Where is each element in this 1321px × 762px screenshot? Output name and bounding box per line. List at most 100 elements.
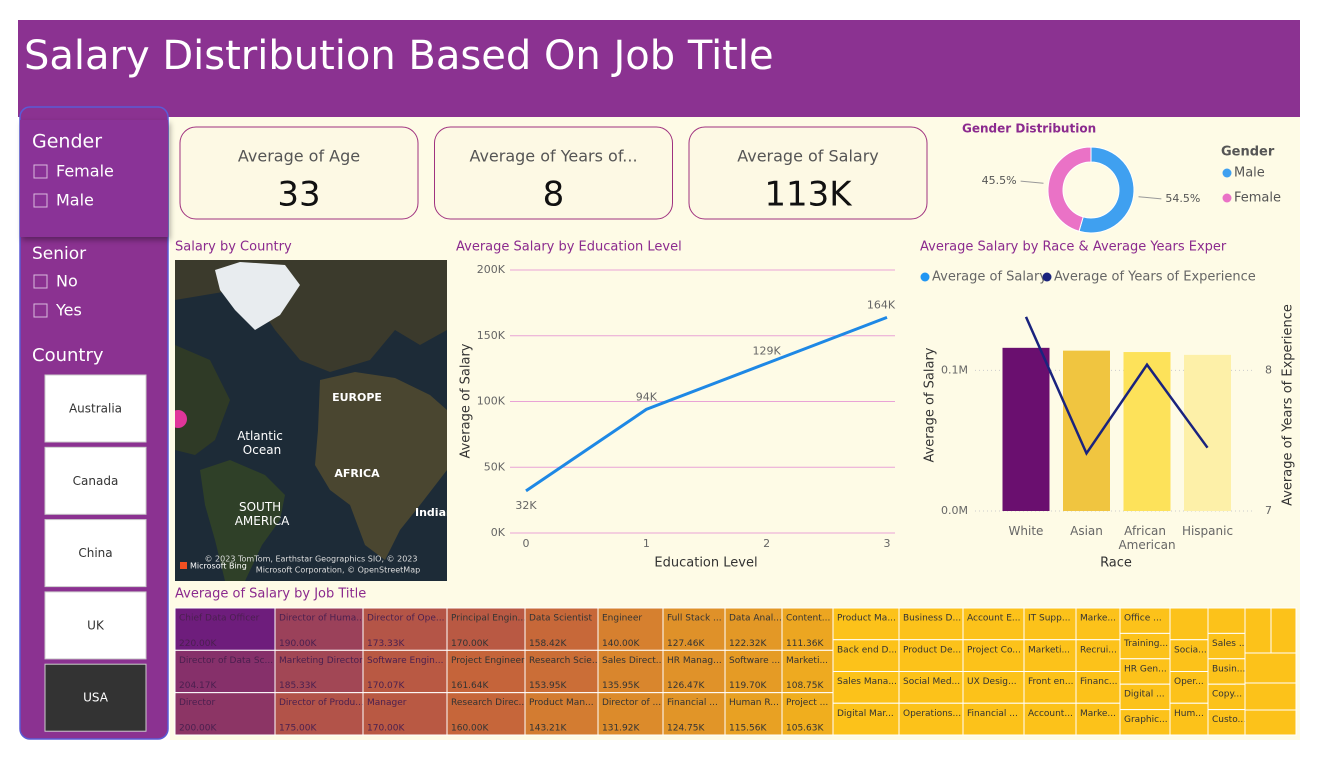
treemap-cell <box>724 649 783 694</box>
cell-label: Business D... <box>903 614 961 624</box>
treemap-cell <box>662 692 726 736</box>
card-label: Average of Salary <box>737 147 879 166</box>
cell-value: 108.75K <box>786 681 824 691</box>
legend-label: Average of Salary <box>932 270 1047 285</box>
cell-value: 220.00K <box>179 639 217 649</box>
cell-value: 105.63K <box>786 724 824 734</box>
cell-value: 170.07K <box>367 681 405 691</box>
cell-label: Director of Huma... <box>279 614 365 624</box>
country-button[interactable] <box>44 374 147 443</box>
cell-value: 119.70K <box>729 681 767 691</box>
cell-value: 127.46K <box>667 639 705 649</box>
treemap-cell <box>1244 682 1297 711</box>
axis-title: Race <box>1100 556 1132 571</box>
cell-label: Research Direc... <box>451 698 527 708</box>
treemap-cell <box>832 702 900 736</box>
data-label: 164K <box>867 298 896 311</box>
checkbox[interactable] <box>33 303 48 318</box>
map-brand: Microsoft Bing <box>190 562 247 571</box>
chart-title: Salary by Country <box>175 240 292 255</box>
cell-value: 185.33K <box>279 681 317 691</box>
cell-value: 111.36K <box>786 639 824 649</box>
treemap-cell <box>1207 607 1246 634</box>
cell-label: Principal Engin... <box>451 614 526 624</box>
chart-title: Average of Salary by Job Title <box>175 587 366 602</box>
legend-title: Gender <box>1221 145 1275 160</box>
slicer-title: Gender <box>32 131 102 153</box>
line <box>525 315 888 493</box>
cell-label: Director of Data Sc... <box>179 656 273 666</box>
cell-value: 126.47K <box>667 681 705 691</box>
checkbox[interactable] <box>33 193 48 208</box>
treemap-cell <box>597 607 664 651</box>
checkbox[interactable] <box>33 164 48 179</box>
title: Salary Distribution Based On Job Title <box>24 33 774 79</box>
y-tick-label: 200K <box>477 263 506 276</box>
treemap-cell <box>174 649 276 694</box>
slicer-option[interactable]: Yes <box>55 301 82 320</box>
cell-value: 153.95K <box>529 681 567 691</box>
x-tick-label: African American <box>1118 524 1175 552</box>
map <box>175 260 447 581</box>
cell-label: Product Man... <box>529 698 594 708</box>
map-label: Indian Ocean <box>415 506 496 519</box>
card-label: Average of Age <box>238 147 360 166</box>
card-label: Average of Years of... <box>469 147 637 166</box>
axis-title: Average of Salary <box>459 343 474 458</box>
y-tick-label: 150K <box>477 329 506 342</box>
cell-label: Office ... <box>1124 614 1162 624</box>
treemap-cell <box>1023 671 1077 704</box>
chart-title: Average Salary by Race & Average Years E… <box>920 240 1227 255</box>
cell-label: Custo... <box>1212 715 1246 725</box>
y-tick-label: 100K <box>477 395 506 408</box>
country-label[interactable]: China <box>78 546 112 560</box>
slicer-option[interactable]: Male <box>56 191 94 210</box>
cell-label: HR Manag... <box>667 656 722 666</box>
treemap-cell <box>1023 639 1077 672</box>
treemap-cell <box>524 607 599 651</box>
cell-label: Director <box>179 698 215 708</box>
treemap-cell <box>597 649 664 694</box>
country-label[interactable]: Australia <box>69 402 122 416</box>
cell-label: Financial ... <box>667 698 718 708</box>
data-label: 129K <box>753 344 782 357</box>
chart-title: Average Salary by Education Level <box>456 240 682 255</box>
x-tick-label: 1 <box>643 537 650 550</box>
treemap-cell <box>962 671 1025 704</box>
treemap-cell <box>1244 652 1297 684</box>
slicer-option[interactable]: No <box>56 272 78 291</box>
slicer-option[interactable]: Female <box>56 162 114 181</box>
country-button[interactable] <box>44 519 147 588</box>
treemap-cell <box>362 607 448 651</box>
legend-dot <box>1222 168 1232 178</box>
country-button[interactable] <box>44 446 147 515</box>
land <box>315 372 447 560</box>
treemap-cell <box>832 639 900 672</box>
cell-label: Financial ... <box>967 709 1018 719</box>
treemap-cell <box>524 692 599 736</box>
treemap-cell <box>1207 683 1246 711</box>
treemap-cell <box>446 607 526 651</box>
country-button[interactable] <box>44 663 147 732</box>
treemap-cell <box>1207 632 1246 660</box>
treemap-cell <box>1023 702 1077 736</box>
map-attribution: © 2023 TomTom, Earthstar Geographics SIO… <box>205 555 418 564</box>
cell-value: 170.00K <box>451 639 489 649</box>
treemap-cell <box>446 692 526 736</box>
land <box>175 345 230 455</box>
map-attribution: Microsoft Corporation, © OpenStreetMap <box>256 566 420 575</box>
country-label[interactable]: UK <box>87 618 105 632</box>
cell-value: 173.33K <box>367 639 405 649</box>
country-button[interactable] <box>44 591 147 660</box>
cell-value: 200.00K <box>179 724 217 734</box>
treemap-cell <box>362 692 448 736</box>
checkbox[interactable] <box>33 274 48 289</box>
treemap-cell <box>1169 702 1209 736</box>
cell-label: Sales Mana... <box>837 677 897 687</box>
country-label[interactable]: Canada <box>73 474 119 488</box>
treemap-cell <box>597 692 664 736</box>
x-tick-label: Asian <box>1070 524 1103 538</box>
country-label[interactable]: USA <box>83 691 109 705</box>
x-tick-label: White <box>1009 524 1044 538</box>
cell-label: Social Med... <box>903 677 960 687</box>
